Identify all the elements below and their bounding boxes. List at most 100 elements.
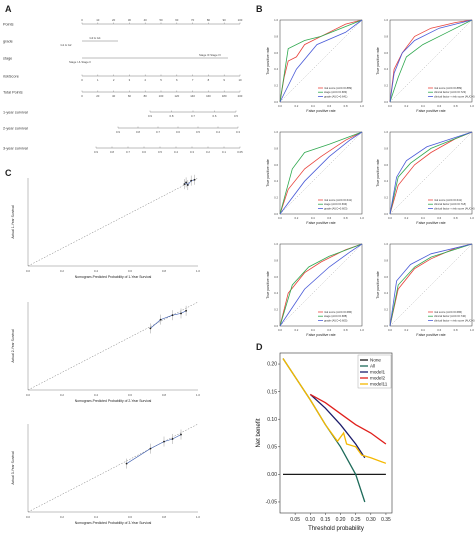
calibration-xlabel: Nomogram-Predicted Probability of 1-Year…	[75, 275, 152, 279]
nomogram-tick-label: 10	[238, 78, 242, 82]
nomogram-tick-label: 3	[129, 78, 131, 82]
dca-x-tick: 0.30	[366, 517, 376, 523]
roc-plot-2: 0.00.0 0.2 0.2 0.4 0.4 0.6 0.6 0.8 0.8 1.0 1.0 Fals…	[376, 18, 475, 113]
roc-y-tick: 0.2	[274, 196, 278, 200]
roc-ylabel: True positive rate	[266, 271, 270, 299]
roc-legend-label: clinical factor + risk score (AUC=0.771)	[434, 318, 475, 322]
calibration-x-tick: 0.8	[162, 515, 166, 519]
nomogram-tick-label: G1 & G2	[61, 43, 72, 47]
roc-y-tick: 1.0	[384, 18, 388, 22]
calibration-ylabel: Actual 2-Year Survival	[11, 329, 15, 362]
calibration-x-tick: 0.0	[26, 393, 30, 397]
roc-curve	[279, 131, 363, 215]
dca-legend-label: All	[370, 364, 375, 369]
nomogram-tick-label: 0	[81, 18, 83, 22]
panel-label-c: C	[5, 168, 12, 178]
calibration-ideal-line	[27, 177, 199, 267]
roc-curve	[389, 243, 473, 327]
dca-x-tick: 0.05	[290, 517, 300, 523]
roc-frame	[279, 131, 363, 215]
calibration-x-tick: 0.0	[26, 269, 30, 273]
dca-legend-label: model1	[370, 370, 386, 375]
roc-curve	[389, 131, 473, 215]
calibration-point	[190, 179, 193, 182]
dca-curve	[282, 358, 366, 503]
roc-x-tick: 0.4	[311, 216, 315, 220]
calibration-plot-3: 0.0 0.2 0.4 0.6 0.8 1.0 Nomogram-Predicted Pro…	[11, 423, 200, 525]
nomogram-tick-label: 5	[160, 78, 162, 82]
dca-curve	[309, 393, 366, 459]
nomogram-tick-label: 40	[112, 94, 116, 98]
roc-x-tick: 0.6	[327, 216, 331, 220]
roc-x-tick: 0.2	[294, 216, 298, 220]
roc-legend-label: risk score (AUC=0.641)	[324, 198, 352, 202]
calibration-point	[193, 178, 196, 181]
nomogram-tick-label: 200	[238, 94, 243, 98]
nomogram-tick-label: 0.8	[110, 150, 114, 154]
roc-ylabel: True positive rate	[376, 47, 380, 75]
roc-xlabel: False positive rate	[416, 221, 445, 225]
calibration-x-tick: 0.2	[60, 269, 64, 273]
calibration-point	[185, 309, 188, 312]
dca-panel: 0.05 0.10 0.15 0.20 0.25 0.30 0.35 -0.05 0.00 0.0…	[256, 352, 393, 532]
roc-frame	[279, 243, 363, 327]
calibration-x-tick: 0.4	[94, 515, 98, 519]
calibration-ideal-line	[27, 423, 199, 513]
roc-legend-label: risk score (AUC=0.889)	[324, 86, 352, 90]
calibration-xlabel: Nomogram-Predicted Probability of 3-Year…	[75, 521, 152, 525]
calibration-x-tick: 0.0	[26, 515, 30, 519]
roc-x-tick: 0.6	[437, 104, 441, 108]
roc-y-tick: 0.2	[274, 308, 278, 312]
nomogram-tick-label: 0.5	[158, 150, 162, 154]
roc-xlabel: False positive rate	[306, 109, 335, 113]
roc-legend-label: grade (AUC=0.641)	[324, 94, 347, 98]
panel-label-b: B	[256, 4, 263, 14]
nomogram-tick-label: 0.6	[176, 130, 180, 134]
roc-legend-label: clinical factor + risk score (AUC=0.736)	[434, 206, 475, 210]
nomogram-tick-label: G3 & G4	[90, 36, 101, 40]
roc-frame	[279, 19, 363, 103]
roc-plot-4: 0.00.0 0.2 0.2 0.4 0.4 0.6 0.6 0.8 0.8 1.0 1.0 Fals…	[376, 130, 475, 225]
roc-diagonal	[389, 19, 473, 103]
roc-legend-label: risk score (AUC=0.686)	[324, 310, 352, 314]
calibration-point	[125, 462, 128, 465]
calibration-point	[171, 438, 174, 440]
roc-plot-3: 0.00.0 0.2 0.2 0.4 0.4 0.6 0.6 0.8 0.8 1.0 1.0 Fals…	[266, 130, 364, 225]
roc-y-tick: 0.8	[274, 258, 278, 262]
calibration-x-tick: 0.4	[94, 393, 98, 397]
calibration-panel: 0.0 0.2 0.4 0.6 0.8 1.0 Nomogram-Predicted Pro…	[11, 174, 200, 525]
roc-y-tick: 1.0	[384, 130, 388, 134]
roc-curve	[279, 19, 363, 103]
nomogram-tick-label: Stage III Stage IV	[199, 53, 221, 57]
nomogram-tick-label: 0.6	[213, 114, 217, 118]
roc-diagonal	[279, 131, 363, 215]
roc-x-tick: 1.0	[360, 328, 364, 332]
roc-y-tick: 0.6	[384, 275, 388, 279]
roc-legend-label: clinical factor (AUC=0.723)	[434, 90, 466, 94]
nomogram-tick-label: 0.05	[237, 150, 243, 154]
calibration-x-tick: 1.0	[196, 515, 200, 519]
roc-x-tick: 0.8	[454, 216, 458, 220]
nomogram-tick-label: 0.5	[234, 114, 238, 118]
roc-legend-label: risk score (AUC=0.641)	[434, 198, 462, 202]
roc-xlabel: False positive rate	[306, 333, 335, 337]
roc-x-tick: 1.0	[470, 216, 474, 220]
nomogram-tick-label: 0.4	[216, 130, 220, 134]
roc-legend-label: clinical factor (AUC=0.740)	[434, 314, 466, 318]
roc-x-tick: 0.0	[278, 104, 282, 108]
dca-x-tick: 0.25	[351, 517, 361, 523]
calibration-x-tick: 0.8	[162, 269, 166, 273]
calibration-x-tick: 0.6	[128, 515, 132, 519]
nomogram-tick-label: 0.9	[94, 150, 98, 154]
dca-y-tick: 0.20	[267, 362, 277, 368]
nomogram-tick-label: 0.8	[136, 130, 140, 134]
roc-xlabel: False positive rate	[416, 109, 445, 113]
nomogram-tick-label: 120	[174, 94, 179, 98]
roc-curve	[389, 131, 473, 215]
roc-diagonal	[279, 19, 363, 103]
calibration-x-tick: 1.0	[196, 269, 200, 273]
roc-x-tick: 1.0	[360, 104, 364, 108]
roc-y-tick: 0.0	[274, 100, 278, 104]
roc-y-tick: 0.2	[384, 196, 388, 200]
